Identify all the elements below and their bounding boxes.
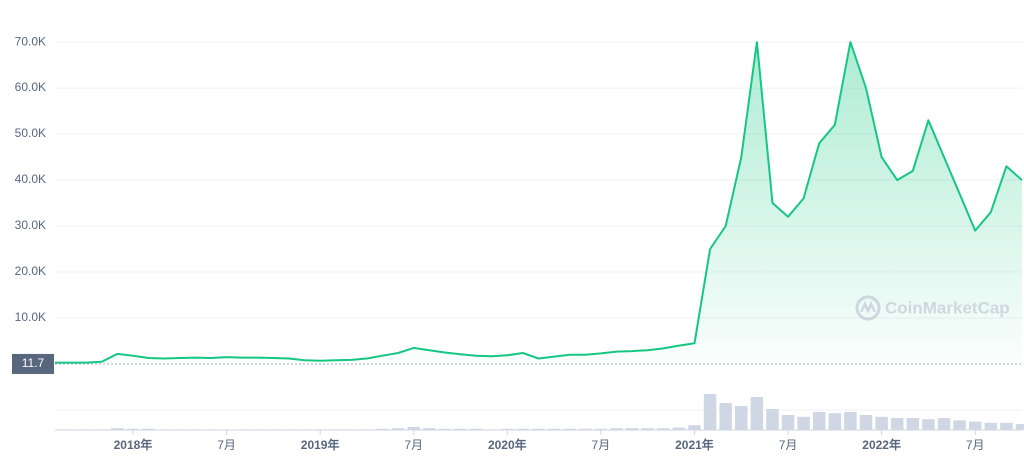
volume-bar [625, 428, 639, 430]
volume-bar [906, 418, 920, 430]
volume-bar [469, 428, 483, 430]
x-tick-label: 7月 [966, 438, 985, 452]
volume-bar [532, 428, 545, 430]
volume-bar [703, 394, 717, 430]
volume-bar [111, 428, 124, 430]
volume-bar [937, 418, 951, 430]
y-tick-label: 40.0K [15, 172, 46, 186]
volume-bar [516, 428, 530, 430]
volume-bar [376, 428, 389, 430]
volume-bar [126, 428, 140, 430]
volume-bar [953, 420, 966, 430]
volume-bar [454, 428, 467, 430]
x-tick-label: 7月 [404, 438, 423, 452]
volume-bar [438, 428, 452, 430]
volume-bar [688, 425, 701, 430]
volume-bar [813, 412, 826, 430]
volume-bar [563, 428, 576, 430]
volume-bar [547, 428, 561, 430]
volume-bar [735, 406, 748, 430]
x-tick-label: 2020年 [488, 437, 527, 452]
y-tick-label: 20.0K [15, 264, 46, 278]
price-line [55, 41, 1023, 364]
reference-box [12, 353, 54, 374]
volume-bar [766, 409, 779, 430]
volume-bar [501, 428, 514, 430]
x-tick-label: 2019年 [301, 437, 340, 452]
volume-bar [968, 421, 982, 430]
y-tick-label: 60.0K [15, 80, 46, 94]
volume-bar [407, 427, 420, 430]
volume-bar [859, 415, 873, 430]
x-tick-label: 7月 [592, 438, 611, 452]
volume-bar [657, 428, 670, 430]
volume-bar [781, 415, 795, 430]
x-tick-label: 2018年 [114, 437, 153, 452]
volume-bar [391, 428, 405, 430]
volume-bar [984, 422, 998, 430]
volume-bar [875, 416, 888, 430]
volume-bar [594, 428, 608, 430]
watermark: CoinMarketCap [855, 295, 1010, 321]
volume-bar [1000, 422, 1013, 430]
price-area [55, 42, 1022, 364]
volume-bar [142, 428, 155, 430]
volume-bar [890, 418, 904, 430]
y-tick-label: 10.0K [15, 310, 46, 324]
x-tick-label: 2022年 [862, 437, 901, 452]
volume-bar [750, 397, 764, 430]
volume-bar [922, 419, 935, 430]
volume-bar [579, 428, 592, 430]
volume-bar [844, 412, 857, 430]
x-tick-label: 2021年 [675, 437, 714, 452]
reference-label: 11.7 [22, 356, 45, 370]
volume-bar [423, 428, 436, 430]
volume-bar [672, 427, 686, 430]
volume-bar [1015, 424, 1024, 430]
y-tick-label: 30.0K [15, 218, 46, 232]
volume-bar [610, 428, 623, 430]
y-tick-label: 70.0K [15, 34, 46, 48]
watermark-text: CoinMarketCap [885, 298, 1010, 317]
volume-bar [828, 413, 842, 430]
volume-bar [719, 403, 732, 430]
y-tick-label: 50.0K [15, 126, 46, 140]
x-tick-label: 7月 [779, 438, 798, 452]
x-tick-label: 7月 [217, 438, 236, 452]
volume-bar [797, 416, 810, 430]
volume-bar [641, 428, 654, 430]
